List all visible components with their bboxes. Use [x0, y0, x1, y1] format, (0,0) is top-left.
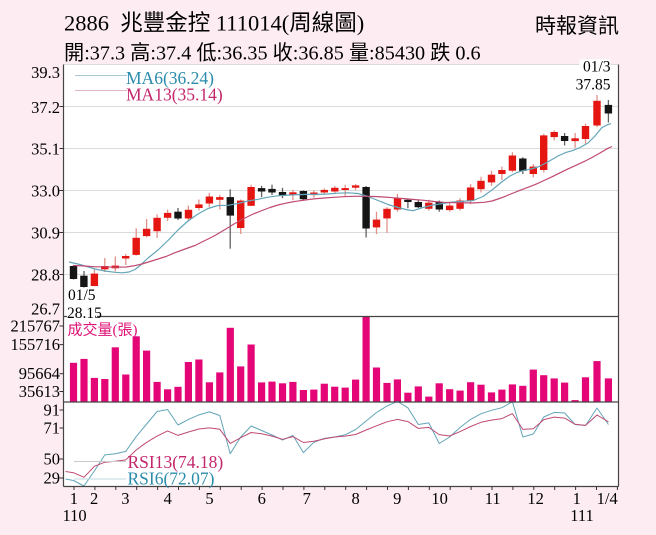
svg-text:成交量(張): 成交量(張) [68, 321, 138, 339]
svg-text:2: 2 [90, 489, 98, 508]
svg-text:35.1: 35.1 [31, 140, 60, 159]
svg-text:110: 110 [63, 506, 87, 525]
svg-text:50: 50 [44, 450, 61, 469]
svg-text:MA13(35.14): MA13(35.14) [126, 85, 223, 105]
svg-text:MA6(36.24): MA6(36.24) [126, 68, 214, 88]
svg-text:39.3: 39.3 [31, 63, 60, 82]
svg-text:111: 111 [570, 506, 594, 525]
svg-text:1: 1 [70, 489, 78, 508]
svg-text:91: 91 [44, 401, 61, 420]
svg-text:12: 12 [527, 489, 544, 508]
svg-text:28.15: 28.15 [67, 305, 102, 322]
svg-text:2886 兆豐金控 111014(周線圖): 2886 兆豐金控 111014(周線圖) [64, 11, 364, 36]
svg-text:10: 10 [431, 489, 448, 508]
svg-text:4: 4 [164, 489, 172, 508]
svg-text:28.8: 28.8 [31, 266, 60, 285]
svg-text:時報資訊: 時報資訊 [535, 14, 619, 38]
svg-text:30.9: 30.9 [31, 224, 60, 243]
svg-text:35613: 35613 [19, 382, 60, 401]
svg-text:3: 3 [121, 489, 129, 508]
svg-text:155716: 155716 [11, 335, 61, 354]
svg-text:11: 11 [485, 489, 501, 508]
svg-text:5: 5 [205, 489, 213, 508]
svg-text:6: 6 [258, 489, 266, 508]
svg-text:開:37.3 高:37.4 低:36.35 收:36.85: 開:37.3 高:37.4 低:36.35 收:36.85 量:85430 跌 … [64, 42, 481, 65]
svg-text:215767: 215767 [11, 317, 61, 336]
svg-text:26.7: 26.7 [31, 300, 60, 319]
svg-text:RSI6(72.07): RSI6(72.07) [128, 469, 215, 489]
svg-text:29: 29 [44, 469, 61, 488]
svg-text:9: 9 [393, 489, 401, 508]
svg-text:95664: 95664 [19, 364, 60, 383]
svg-text:37.85: 37.85 [576, 77, 611, 94]
svg-text:7: 7 [303, 489, 311, 508]
svg-text:8: 8 [351, 489, 359, 508]
svg-text:01/3: 01/3 [583, 59, 611, 76]
svg-text:01/5: 01/5 [68, 287, 96, 304]
svg-text:71: 71 [44, 419, 61, 438]
svg-text:37.2: 37.2 [31, 98, 60, 117]
svg-text:1/4: 1/4 [597, 489, 618, 508]
svg-text:RSI13(74.18): RSI13(74.18) [128, 452, 224, 472]
svg-text:33.0: 33.0 [31, 182, 60, 201]
svg-text:1: 1 [573, 489, 581, 508]
